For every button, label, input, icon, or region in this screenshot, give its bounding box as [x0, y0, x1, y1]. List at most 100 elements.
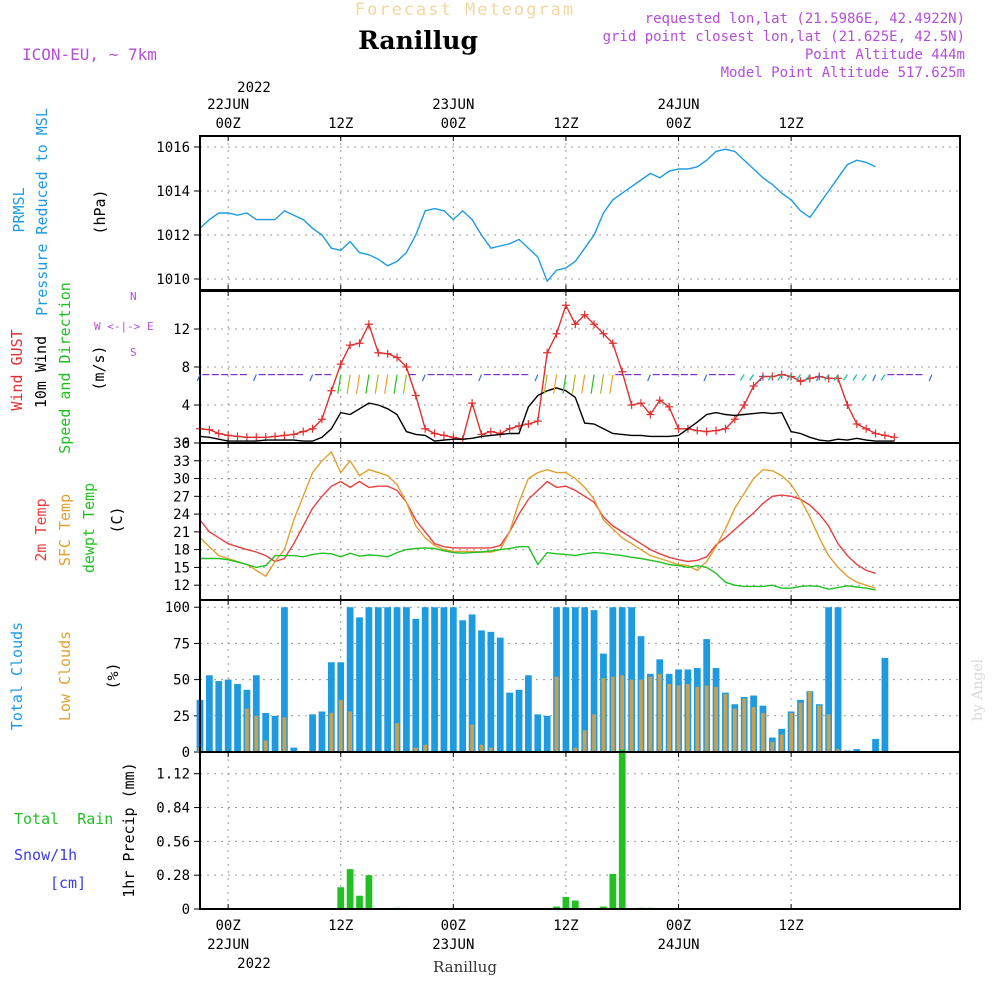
top-year: 2022 [237, 80, 271, 96]
low-cloud-bar [648, 676, 653, 752]
y-tick-label: 27 [173, 489, 190, 505]
time-axis-bottom: 2022 00Z 22JUN 12Z 00Z 23JUN 12Z 00Z 24JUN 12Z [207, 918, 804, 972]
gust-marker [355, 339, 364, 348]
panel-precip: 0 0.28 0.56 0.84 1.12 [156, 749, 961, 918]
compass-n: N [130, 290, 137, 303]
total-cloud-bar [525, 675, 532, 752]
wind-arrow [647, 374, 651, 382]
compass-s: S [130, 346, 137, 359]
total-cloud-bar [581, 607, 589, 752]
total-cloud-bar [365, 607, 373, 752]
low-cloud-bar [676, 685, 681, 752]
time-tick-label-bottom: 22JUN [207, 937, 249, 953]
gust-marker [252, 433, 261, 442]
low-cloud-bar [714, 686, 718, 752]
temp-unit-label: (C) [108, 506, 126, 533]
y-tick-label: 1014 [156, 184, 190, 200]
time-tick-label-bottom: 12Z [778, 918, 803, 934]
low-cloud-bar [245, 708, 249, 752]
y-tick-label: 1012 [156, 228, 190, 244]
wind-arrow [777, 374, 783, 381]
total-cloud-bar [224, 679, 232, 752]
cloud-unit-label: (%) [104, 662, 122, 689]
time-tick-label-top: 00Z [666, 116, 691, 132]
total-cloud-bar [440, 607, 448, 752]
wind-arrow [599, 374, 605, 394]
y-tick-label: 12 [173, 322, 190, 338]
low-cloud-bar [704, 685, 709, 752]
total-cloud-bar [881, 657, 889, 752]
temperature-labels: 2m Temp SFC Temp dewpt Temp (C) [32, 483, 126, 573]
gust-marker [636, 399, 645, 408]
gust-marker [599, 329, 608, 338]
gust-marker [749, 382, 758, 390]
wind-arrow [337, 374, 342, 394]
total-cloud-bar [290, 747, 298, 752]
y-tick-label: 75 [173, 636, 190, 652]
gust-marker [590, 320, 599, 329]
y-tick-label: 50 [173, 673, 190, 689]
gust-marker [505, 424, 514, 433]
gust-marker [721, 424, 730, 433]
gust-marker [768, 372, 777, 381]
wind-arrow [571, 374, 576, 394]
wind-arrow [552, 374, 558, 394]
gust-marker [665, 402, 674, 411]
low-cloud-bar [479, 744, 484, 752]
y-tick-label: 0 [182, 902, 190, 918]
gust-marker [393, 353, 402, 362]
time-axis-top: 2022 00Z 22JUN 12Z 00Z 23JUN 12Z 00Z 24JUN 12Z [207, 80, 804, 132]
gust-marker [740, 401, 749, 409]
low-cloud-bar [554, 676, 559, 752]
gust-marker [430, 429, 439, 438]
rain-bar [553, 906, 560, 909]
total-clouds-label: Total Clouds [8, 622, 26, 730]
rain-bar [356, 895, 363, 909]
total-cloud-bar [543, 715, 551, 752]
total-cloud-bar [421, 607, 429, 752]
gust-marker [712, 426, 721, 435]
y-tick-label: 0 [182, 436, 190, 452]
wind-arrow [842, 374, 848, 381]
y-tick-label: 21 [173, 525, 190, 541]
time-tick-label-top: 12Z [328, 116, 353, 132]
gust-marker [214, 429, 223, 438]
rain-bar [609, 873, 617, 909]
total-cloud-bar [412, 618, 420, 752]
compass-label: W <-|-> E [94, 320, 154, 333]
time-tick-label-bottom: 23JUN [432, 937, 474, 953]
footer-name: Ranillug [433, 958, 497, 976]
y-tick-label: 100 [165, 600, 190, 616]
precip-axis-label: 1hr Precip (mm) [120, 762, 138, 897]
series-line-2m-temp [199, 480, 876, 574]
rain-bar [600, 906, 607, 909]
gust-marker [280, 431, 289, 440]
gust-marker [468, 399, 477, 408]
gust-marker [890, 433, 899, 442]
time-tick-label-top: 12Z [553, 116, 578, 132]
precip-labels: Total Rain Snow/1h [cm] 1hr Precip (mm) [14, 762, 138, 897]
y-tick-label: 36 [173, 436, 190, 452]
low-cloud-bar [413, 747, 418, 752]
series-line-sfc-temp [199, 450, 876, 589]
y-tick-label: 0.56 [156, 834, 190, 850]
gust-marker [552, 329, 561, 338]
time-tick-label-bottom: 12Z [328, 918, 353, 934]
low-cloud-bar [470, 724, 474, 752]
wind-gust-label: Wind GUST [8, 329, 26, 410]
gust-marker [374, 348, 383, 357]
low-cloud-bar [686, 683, 690, 752]
low-cloud-bar [601, 678, 606, 752]
cloud-labels: Total Clouds Low Clouds (%) [8, 622, 122, 730]
rain-bar [365, 875, 373, 909]
panel-frame [199, 751, 961, 910]
time-tick-label-top: 23JUN [432, 97, 474, 113]
gust-marker [402, 363, 411, 371]
low-cloud-bar [488, 747, 493, 752]
gust-marker [271, 432, 280, 441]
wind-arrow [796, 374, 801, 381]
gust-marker [796, 377, 805, 386]
point-altitude: Point Altitude 444m [805, 47, 965, 63]
time-tick-label-top: 22JUN [207, 97, 249, 113]
total-cloud-bar [262, 712, 270, 752]
